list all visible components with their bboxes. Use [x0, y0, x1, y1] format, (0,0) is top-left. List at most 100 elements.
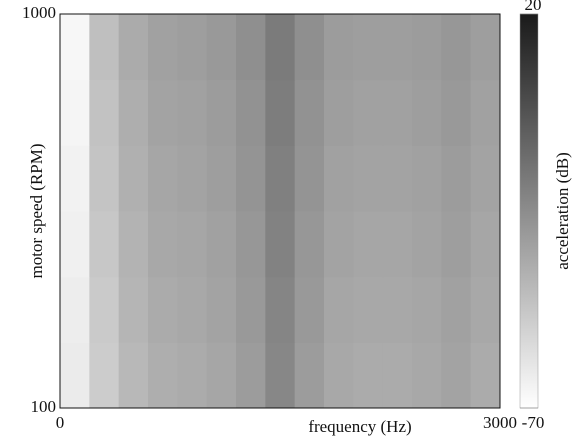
heatmap-cell [206, 276, 237, 343]
heatmap-cell [294, 342, 325, 409]
heatmap-cell [206, 79, 237, 146]
heatmap-cell [60, 145, 90, 212]
heatmap-cell [236, 79, 266, 146]
heatmap-cell [265, 145, 296, 212]
heatmap-cell [118, 276, 149, 343]
heatmap-cell [89, 342, 120, 409]
y-tick-label: 1000 [22, 3, 56, 22]
heatmap-cell [412, 342, 442, 409]
heatmap-cell [441, 79, 472, 146]
heatmap-cell [382, 145, 413, 212]
heatmap-cell [382, 276, 413, 343]
heatmap-cell [441, 276, 472, 343]
heatmap-cell [470, 14, 501, 81]
heatmap-cell [382, 14, 413, 81]
heatmap-cell [265, 211, 296, 278]
heatmap-cell [324, 276, 354, 343]
heatmap-cell [118, 211, 149, 278]
heatmap-cell [441, 342, 472, 409]
heatmap-cell [294, 145, 325, 212]
heatmap-cell [177, 79, 208, 146]
heatmap-cell [118, 14, 149, 81]
heatmap-cell [353, 145, 384, 212]
heatmap-cell [236, 211, 266, 278]
heatmap-cell [382, 211, 413, 278]
heatmap-cell [470, 276, 501, 343]
heatmap-cell [206, 211, 237, 278]
heatmap-cell [412, 79, 442, 146]
heatmap-cell [236, 14, 266, 81]
heatmap-cell [60, 14, 90, 81]
heatmap-cell [236, 276, 266, 343]
colorbar-label: acceleration (dB) [553, 152, 572, 270]
heatmap-cell [294, 276, 325, 343]
heatmap-cell [118, 79, 149, 146]
heatmap-cell [470, 211, 501, 278]
heatmap-cell [353, 211, 384, 278]
colorbar [519, 13, 539, 409]
heatmap-cell [177, 14, 208, 81]
heatmap-cell [89, 79, 120, 146]
heatmap-cell [382, 79, 413, 146]
heatmap-cell [265, 14, 296, 81]
heatmap-cell [441, 211, 472, 278]
heatmap-cell [148, 211, 178, 278]
heatmap-cell [89, 145, 120, 212]
heatmap-cell [324, 14, 354, 81]
heatmap-cell [324, 145, 354, 212]
heatmap-cell [441, 145, 472, 212]
heatmap-cell [412, 276, 442, 343]
heatmap-cell [206, 14, 237, 81]
heatmap-cell [148, 276, 178, 343]
heatmap-cell [60, 276, 90, 343]
colorbar-tick-label: -70 [522, 413, 545, 432]
heatmap-cell [148, 342, 178, 409]
heatmap-cell [294, 14, 325, 81]
heatmap-cell [177, 145, 208, 212]
heatmap-cell [412, 145, 442, 212]
heatmap-cell [412, 211, 442, 278]
heatmap-cell [206, 342, 237, 409]
heatmap-cell [441, 14, 472, 81]
heatmap-cell [89, 276, 120, 343]
heatmap-cell [60, 211, 90, 278]
heatmap-cell [206, 145, 237, 212]
heatmap-cell [60, 79, 90, 146]
heatmap-cell [60, 342, 90, 409]
heatmap-cell [382, 342, 413, 409]
heatmap-cell [353, 276, 384, 343]
y-axis-label: motor speed (RPM) [27, 143, 46, 278]
x-tick-label: 3000 [483, 413, 517, 432]
heatmap-cell [148, 145, 178, 212]
heatmap-cell [177, 342, 208, 409]
heatmap-cell [89, 14, 120, 81]
heatmap-cell [470, 342, 501, 409]
heatmap-cell [412, 14, 442, 81]
heatmap-cell [470, 145, 501, 212]
heatmap-cell [324, 79, 354, 146]
heatmap-cell [236, 342, 266, 409]
heatmap-cell [353, 342, 384, 409]
heatmap-cell [470, 79, 501, 146]
heatmap-cell [89, 211, 120, 278]
heatmap-cell [177, 211, 208, 278]
heatmap-cell [265, 342, 296, 409]
heatmap-cell [148, 79, 178, 146]
heatmap-cell [265, 276, 296, 343]
heatmap-cell [324, 211, 354, 278]
heatmap-cell [177, 276, 208, 343]
heatmap-cell [148, 14, 178, 81]
y-tick-label: 100 [31, 397, 57, 416]
heatmap-cell [353, 79, 384, 146]
plot-frame [59, 13, 501, 409]
x-axis-label: frequency (Hz) [308, 417, 411, 436]
heatmap-cell [118, 145, 149, 212]
colorbar-tick-label: 20 [525, 0, 542, 14]
x-tick-label: 0 [56, 413, 65, 432]
heatmap-cell [324, 342, 354, 409]
heatmap-cell [118, 342, 149, 409]
heatmap-cell [294, 211, 325, 278]
heatmap-cell [353, 14, 384, 81]
heatmap-cell [294, 79, 325, 146]
